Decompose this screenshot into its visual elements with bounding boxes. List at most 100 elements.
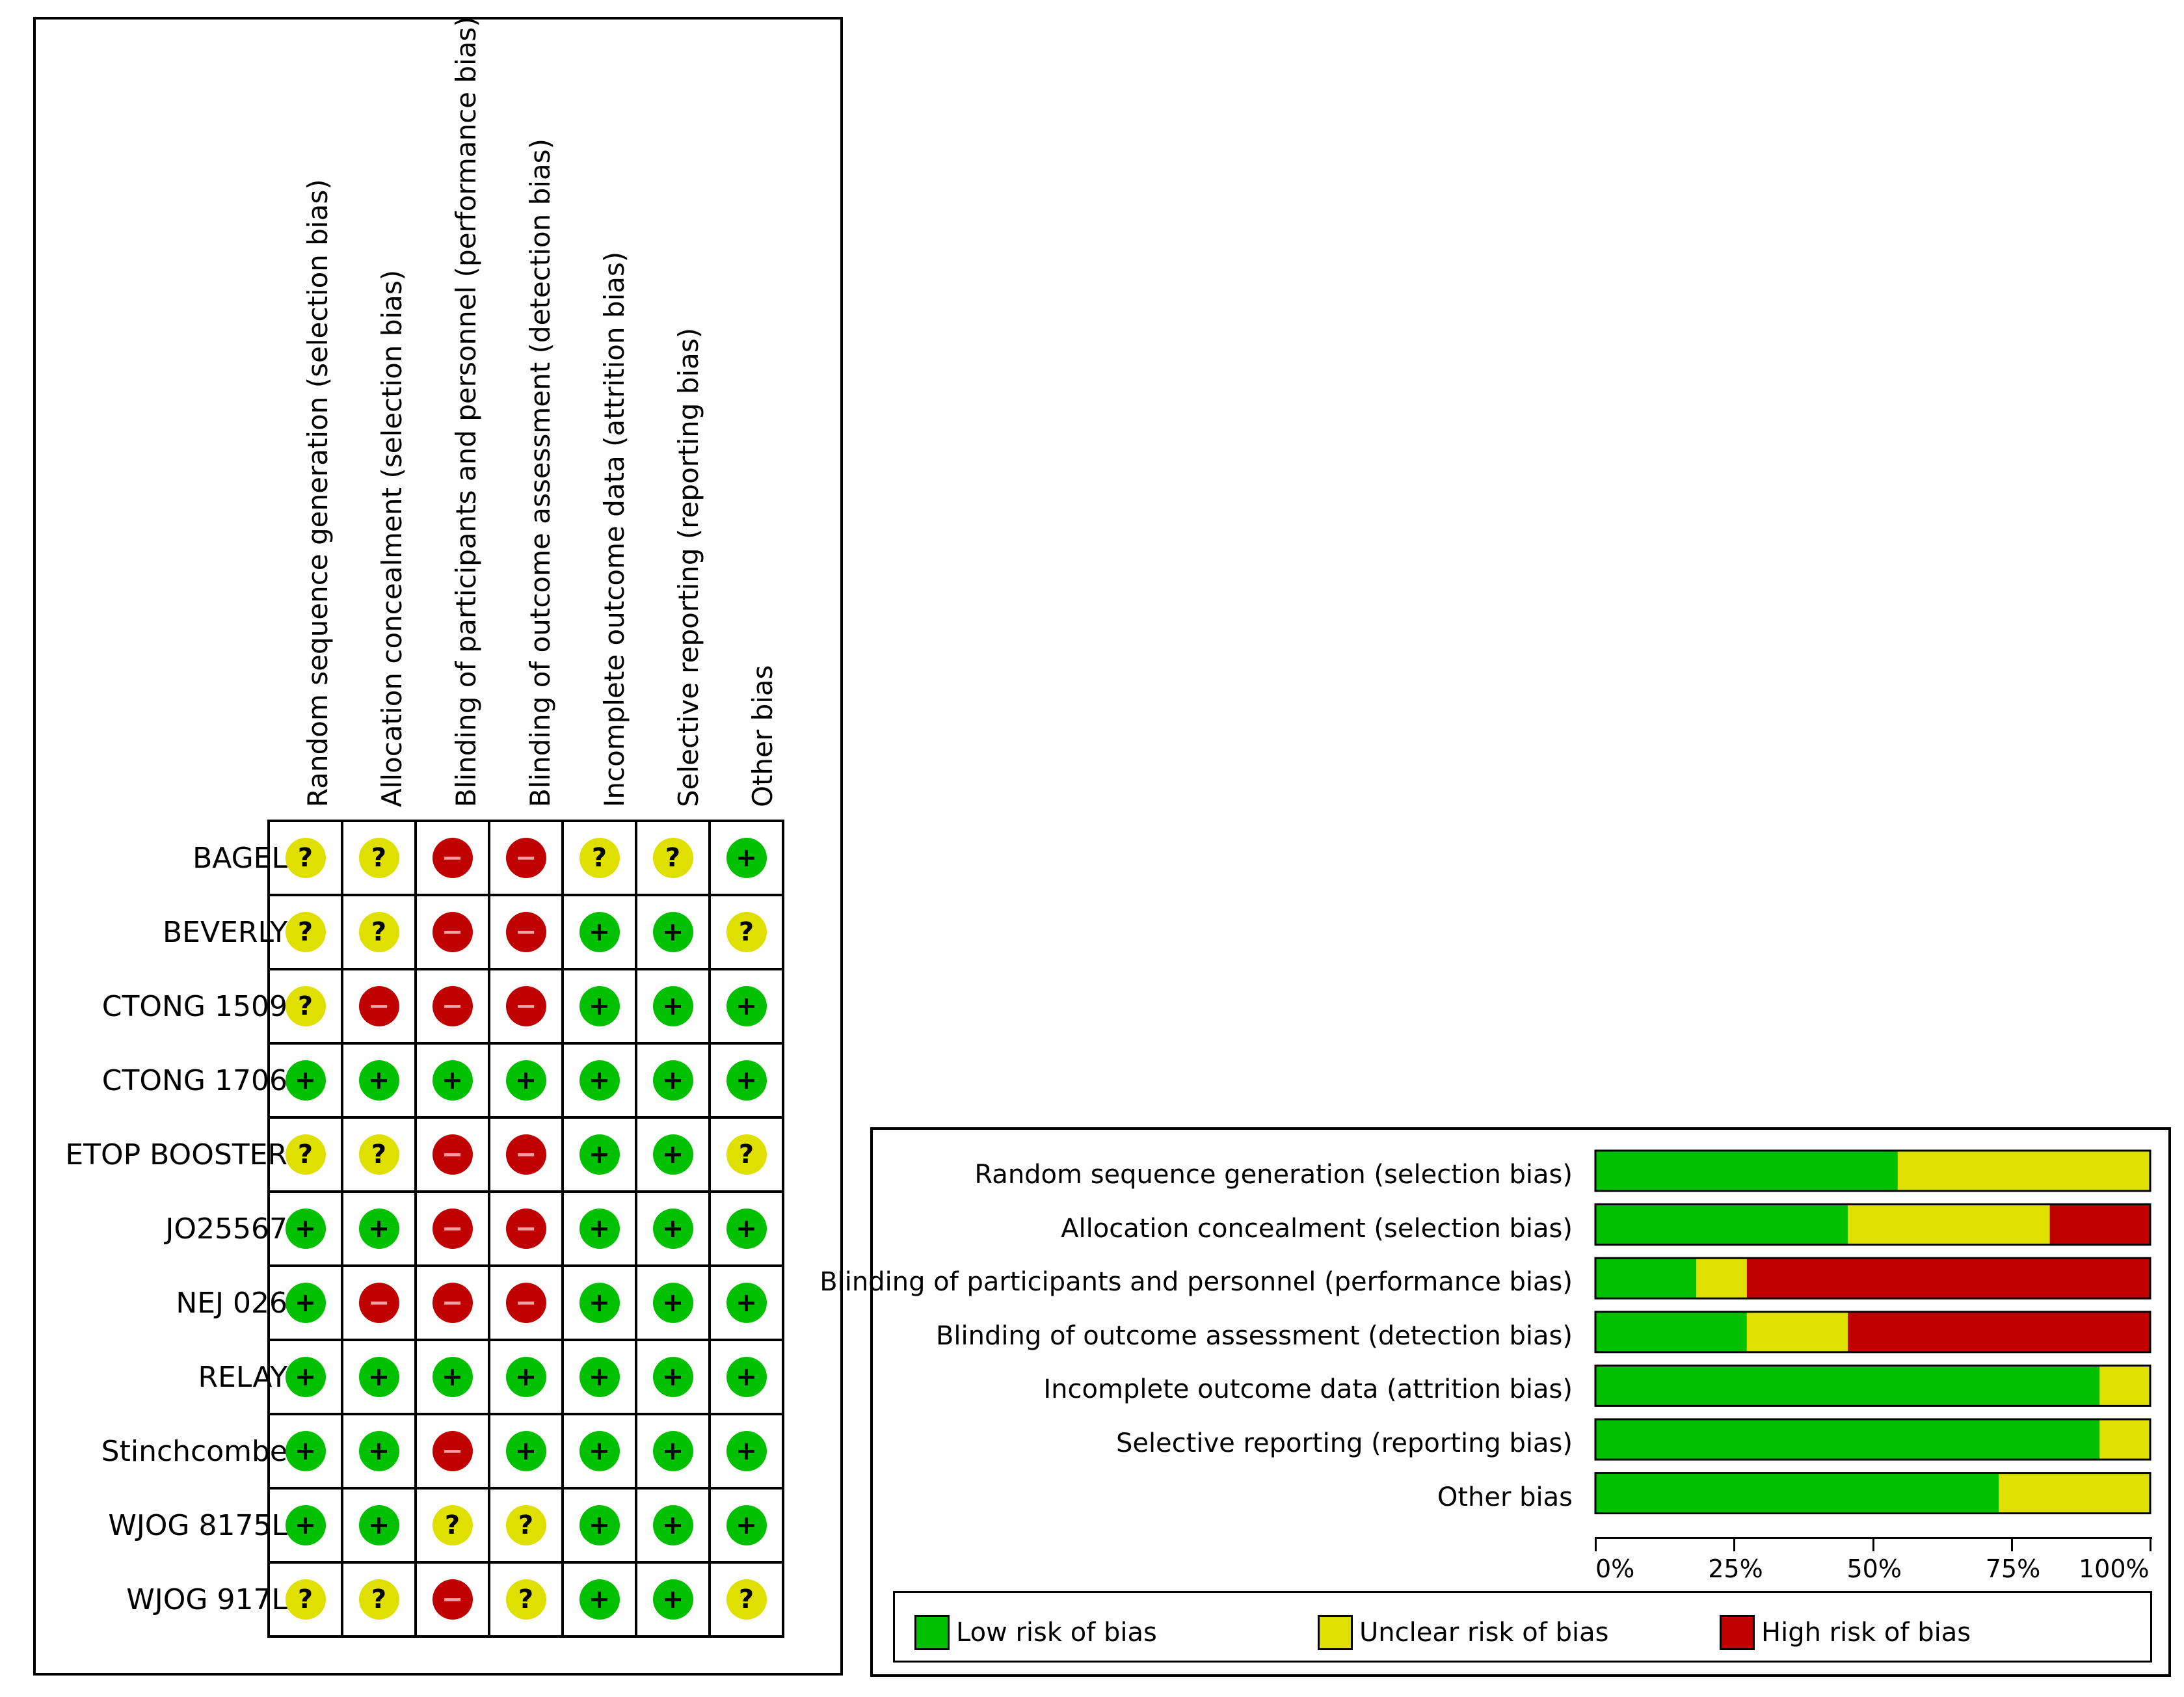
x-axis-tick (1595, 1537, 1597, 1551)
judgement-low-icon: + (432, 1357, 473, 1397)
bar-segment-low-risk-of-bias (1595, 1258, 1697, 1299)
x-axis-tick (1872, 1537, 1874, 1551)
study-label: WJOG 8175L (108, 1509, 287, 1542)
judgement-low-icon: + (285, 1357, 326, 1397)
legend: Low risk of bias Unclear risk of bias Hi… (893, 1591, 2152, 1663)
judgement-cell: + (708, 1264, 784, 1341)
judgement-cell: ? (561, 820, 637, 896)
judgement-cell: ? (267, 894, 343, 970)
judgement-cell: + (267, 1487, 343, 1564)
judgement-high-icon: − (505, 1283, 546, 1323)
study-row: + + − − + + + (267, 1190, 784, 1267)
study-row: ?? − − + +? (267, 1116, 784, 1193)
judgement-unclear-icon: ? (726, 1579, 767, 1620)
judgement-high-icon: − (432, 912, 473, 952)
bar-segment-low-risk-of-bias (1595, 1365, 2100, 1406)
bar-segment-low-risk-of-bias (1595, 1473, 1999, 1514)
bar-segment-low-risk-of-bias (1595, 1311, 1747, 1352)
judgement-cell: − (488, 1264, 564, 1341)
judgement-unclear-icon: ? (505, 1505, 546, 1545)
judgement-low-icon: + (505, 1431, 546, 1471)
judgement-cell: + (635, 1487, 711, 1564)
judgement-cell: + (708, 1487, 784, 1564)
graph-domain-label: Selective reporting (reporting bias) (1115, 1428, 1573, 1458)
x-axis-tick (1733, 1537, 1736, 1551)
x-axis-tick (2010, 1537, 2013, 1551)
judgement-cell: ? (635, 820, 711, 896)
judgement-unclear-icon: ? (285, 1134, 326, 1175)
judgement-cell: − (414, 1264, 490, 1341)
legend-swatch-unclear (1318, 1615, 1353, 1650)
judgement-unclear-icon: ? (505, 1579, 546, 1620)
judgement-low-icon: + (579, 986, 620, 1026)
judgement-low-icon: + (726, 1283, 767, 1323)
judgement-high-icon: − (358, 986, 399, 1026)
judgement-cell: + (635, 1264, 711, 1341)
judgement-cell: + (635, 1042, 711, 1119)
judgement-low-icon: + (579, 1357, 620, 1397)
judgement-low-icon: + (652, 986, 693, 1026)
judgement-low-icon: + (285, 1431, 326, 1471)
judgement-cell: − (414, 968, 490, 1045)
study-row: + +?? + + + (267, 1487, 784, 1564)
x-axis-tick (2150, 1537, 2151, 1551)
judgement-cell: − (341, 968, 417, 1045)
x-axis-tick-label: 25% (1708, 1555, 1763, 1583)
judgement-cell: + (635, 1413, 711, 1490)
judgement-high-icon: − (505, 838, 546, 878)
judgement-low-icon: + (579, 1579, 620, 1620)
judgement-cell: − (414, 820, 490, 896)
bar-segment-high-risk-of-bias (1848, 1311, 2150, 1352)
judgement-low-icon: + (579, 1060, 620, 1101)
judgement-high-icon: − (432, 1134, 473, 1175)
judgement-low-icon: + (726, 1431, 767, 1471)
study-row: + − − − + + + (267, 1264, 784, 1341)
judgement-cell: − (414, 1561, 490, 1638)
judgement-low-icon: + (726, 1060, 767, 1101)
judgement-cell: − (414, 894, 490, 970)
study-row: ?? − −?? + (267, 820, 784, 896)
judgement-cell: ? (267, 1561, 343, 1638)
judgement-unclear-icon: ? (358, 1579, 399, 1620)
judgement-cell: ? (267, 968, 343, 1045)
graph-domain-label: Blinding of participants and personnel (… (819, 1267, 1573, 1298)
judgement-cell: + (341, 1042, 417, 1119)
study-row: + + + + + + + (267, 1042, 784, 1119)
judgement-cell: + (561, 1339, 637, 1415)
judgement-cell: + (488, 1413, 564, 1490)
judgement-low-icon: + (726, 838, 767, 878)
judgement-cell: ? (341, 894, 417, 970)
bar-outline (1594, 1149, 2151, 1192)
judgement-cell: + (561, 1561, 637, 1638)
x-axis-tick-label: 100% (2079, 1555, 2150, 1583)
judgement-cell: − (414, 1413, 490, 1490)
x-axis-tick-label: 75% (1985, 1555, 2041, 1583)
bar-outline (1594, 1257, 2151, 1300)
judgement-low-icon: + (285, 1283, 326, 1323)
judgement-low-icon: + (505, 1060, 546, 1101)
study-label: BEVERLY (162, 916, 287, 949)
judgement-cell: − (488, 1190, 564, 1267)
graph-domain-label: Blinding of outcome assessment (detectio… (935, 1320, 1573, 1351)
judgement-cell: ? (341, 1116, 417, 1193)
legend-swatch-high (1720, 1615, 1755, 1650)
judgement-low-icon: + (726, 1209, 767, 1249)
judgement-high-icon: − (505, 986, 546, 1026)
legend-swatch-low (914, 1615, 950, 1650)
graph-domain-label: Allocation concealment (selection bias) (1061, 1213, 1573, 1244)
legend-label-unclear: Unclear risk of bias (1359, 1618, 1609, 1648)
judgement-low-icon: + (726, 986, 767, 1026)
judgement-high-icon: − (358, 1283, 399, 1323)
judgement-cell: ? (708, 1116, 784, 1193)
bar-segment-unclear-risk-of-bias (1897, 1151, 2150, 1191)
judgement-cell: ? (341, 820, 417, 896)
judgement-low-icon: + (579, 1134, 620, 1175)
bar-outline (1594, 1418, 2151, 1461)
judgement-low-icon: + (358, 1060, 399, 1101)
judgement-low-icon: + (652, 1357, 693, 1397)
judgement-cell: ? (488, 1561, 564, 1638)
judgement-cell: − (341, 1264, 417, 1341)
graph-domain-label: Incomplete outcome data (attrition bias) (1043, 1374, 1573, 1405)
judgement-high-icon: − (505, 912, 546, 952)
judgement-high-icon: − (505, 1209, 546, 1249)
